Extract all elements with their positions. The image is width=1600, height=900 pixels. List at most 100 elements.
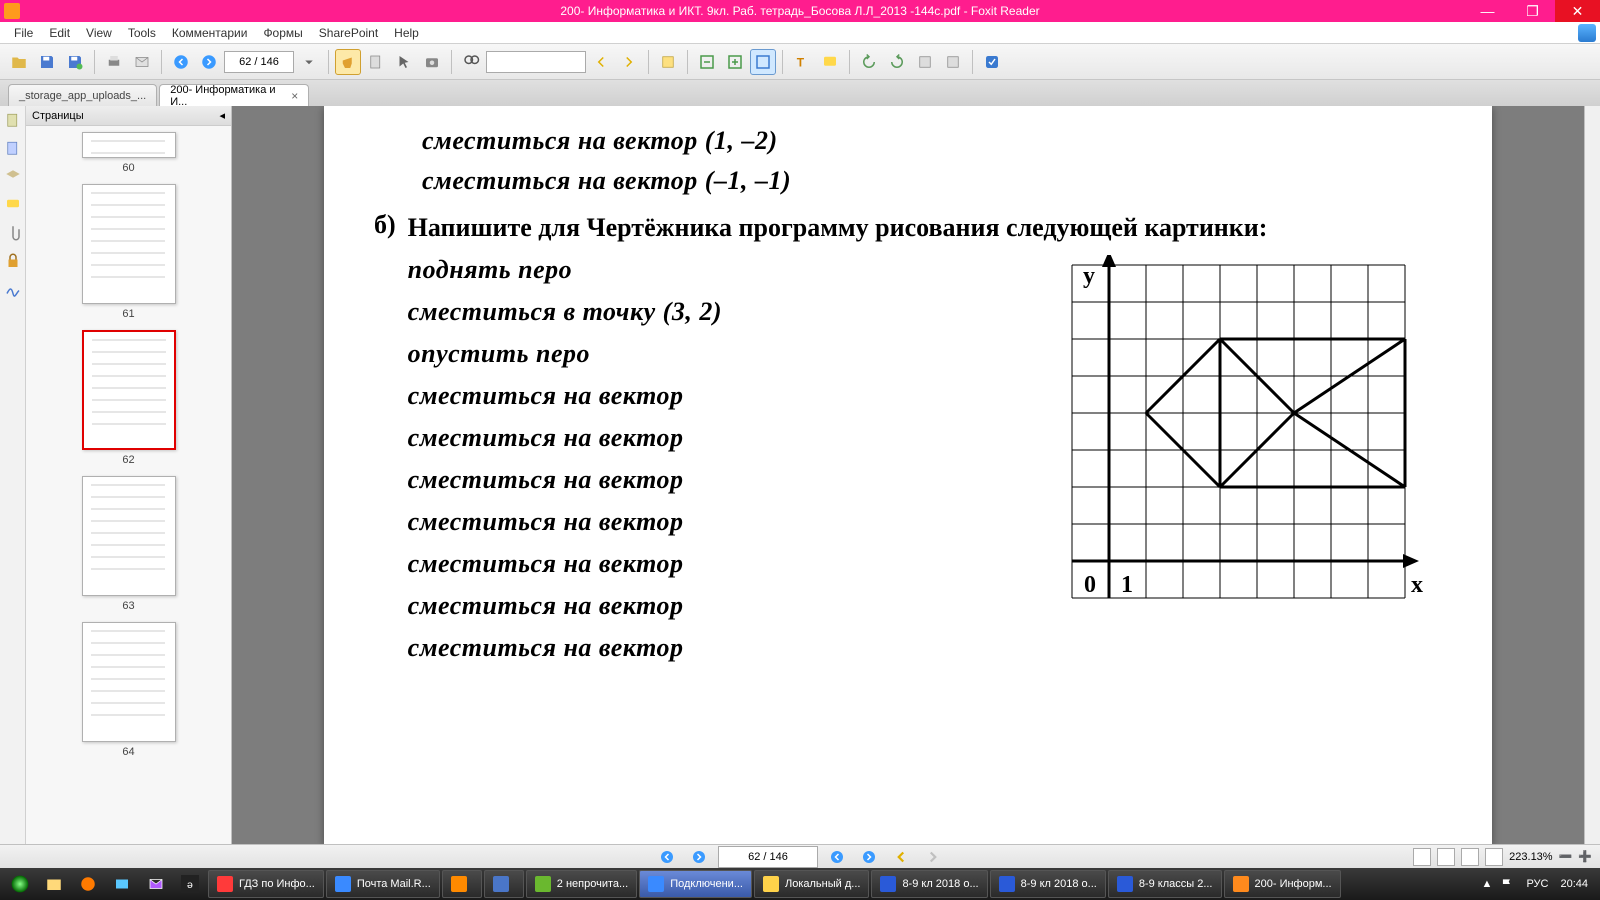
find-button[interactable] bbox=[458, 49, 484, 75]
thumbnail-page[interactable] bbox=[82, 330, 176, 450]
menu-edit[interactable]: Edit bbox=[41, 24, 78, 42]
status-first-button[interactable] bbox=[654, 844, 680, 870]
help-icon[interactable] bbox=[1578, 24, 1596, 42]
maximize-button[interactable]: ❐ bbox=[1510, 0, 1555, 22]
svg-text:ə: ə bbox=[187, 879, 193, 891]
status-next-button[interactable] bbox=[824, 844, 850, 870]
open-button[interactable] bbox=[6, 49, 32, 75]
minimize-button[interactable]: — bbox=[1465, 0, 1510, 22]
tab-current-doc[interactable]: 200- Информатика и И... × bbox=[159, 84, 309, 106]
save-button[interactable] bbox=[34, 49, 60, 75]
typewriter-button[interactable]: T bbox=[789, 49, 815, 75]
annotate-button[interactable] bbox=[655, 49, 681, 75]
tab-storage[interactable]: _storage_app_uploads_... bbox=[8, 84, 157, 106]
save-as-button[interactable] bbox=[62, 49, 88, 75]
rotate-left-button[interactable] bbox=[856, 49, 882, 75]
search-input[interactable] bbox=[486, 51, 586, 73]
menu-sharepoint[interactable]: SharePoint bbox=[311, 24, 386, 42]
network-icon[interactable] bbox=[106, 870, 138, 898]
pages-icon[interactable] bbox=[4, 140, 22, 158]
bookmarks-icon[interactable] bbox=[4, 112, 22, 130]
page-dropdown-button[interactable] bbox=[296, 49, 322, 75]
email-button[interactable] bbox=[129, 49, 155, 75]
document-view[interactable]: сместиться на вектор (1, –2) сместиться … bbox=[232, 106, 1584, 844]
vertical-scrollbar[interactable] bbox=[1584, 106, 1600, 844]
taskbar-app[interactable]: 8-9 кл 2018 о... bbox=[871, 870, 987, 898]
collapse-icon[interactable]: ◂ bbox=[219, 109, 225, 122]
prev-page-button[interactable] bbox=[168, 49, 194, 75]
view-cont-button[interactable] bbox=[1437, 848, 1455, 866]
print-button[interactable] bbox=[101, 49, 127, 75]
taskbar-app[interactable]: 8-9 классы 2... bbox=[1108, 870, 1222, 898]
taskbar-app[interactable] bbox=[484, 870, 524, 898]
taskbar-app[interactable]: 8-9 кл 2018 о... bbox=[990, 870, 1106, 898]
page-number-input[interactable] bbox=[224, 51, 294, 73]
find-prev-button[interactable] bbox=[588, 49, 614, 75]
fit-width-button[interactable] bbox=[750, 49, 776, 75]
select-tool-button[interactable] bbox=[391, 49, 417, 75]
insert2-button[interactable] bbox=[940, 49, 966, 75]
menu-comments[interactable]: Комментарии bbox=[164, 24, 256, 42]
browser-icon[interactable] bbox=[72, 870, 104, 898]
taskbar-app[interactable]: ГДЗ по Инфо... bbox=[208, 870, 324, 898]
status-last-button[interactable] bbox=[856, 844, 882, 870]
zoom-out-button[interactable] bbox=[694, 49, 720, 75]
status-forward-button[interactable] bbox=[920, 844, 946, 870]
menu-tools[interactable]: Tools bbox=[120, 24, 164, 42]
next-page-button[interactable] bbox=[196, 49, 222, 75]
taskbar-app[interactable] bbox=[442, 870, 482, 898]
thumbnail-page[interactable] bbox=[82, 622, 176, 742]
security-icon[interactable] bbox=[4, 252, 22, 270]
clock[interactable]: 20:44 bbox=[1560, 878, 1588, 890]
explorer-icon[interactable] bbox=[38, 870, 70, 898]
thumbnails-list[interactable]: 6061626364 bbox=[26, 126, 231, 844]
share-button[interactable] bbox=[979, 49, 1005, 75]
zoom-out-icon[interactable]: ➖ bbox=[1559, 850, 1573, 863]
taskbar-app[interactable]: 200- Информ... bbox=[1224, 870, 1341, 898]
thumbnail-page[interactable] bbox=[82, 476, 176, 596]
start-button[interactable] bbox=[4, 870, 36, 898]
music-icon[interactable]: ə bbox=[174, 870, 206, 898]
taskbar-app[interactable]: 2 непрочита... bbox=[526, 870, 637, 898]
zoom-in-icon[interactable]: ➕ bbox=[1578, 850, 1592, 863]
view-facing-button[interactable] bbox=[1461, 848, 1479, 866]
comments-icon[interactable] bbox=[4, 196, 22, 214]
tray-up-icon[interactable]: ▲ bbox=[1482, 878, 1493, 890]
status-page-input[interactable] bbox=[718, 846, 818, 868]
taskbar-app[interactable]: Подключени... bbox=[639, 870, 752, 898]
thumbnail-page[interactable] bbox=[82, 132, 176, 158]
thumbs-title: Страницы bbox=[32, 110, 84, 122]
doc-command-line: сместиться на вектор bbox=[408, 465, 1032, 495]
note-button[interactable] bbox=[817, 49, 843, 75]
statusbar: 223.13% ➖ ➕ bbox=[0, 844, 1600, 868]
hand-tool-button[interactable] bbox=[335, 49, 361, 75]
menu-help[interactable]: Help bbox=[386, 24, 427, 42]
menu-file[interactable]: File bbox=[6, 24, 41, 42]
select-text-button[interactable] bbox=[363, 49, 389, 75]
menu-forms[interactable]: Формы bbox=[255, 24, 310, 42]
tab-close-icon[interactable]: × bbox=[291, 89, 298, 103]
close-button[interactable]: ✕ bbox=[1555, 0, 1600, 22]
zoom-in-button[interactable] bbox=[722, 49, 748, 75]
left-tool-strip bbox=[0, 106, 26, 844]
taskbar-app[interactable]: Локальный д... bbox=[754, 870, 869, 898]
flag-icon[interactable] bbox=[1500, 877, 1514, 891]
attachments-icon[interactable] bbox=[4, 224, 22, 242]
status-back-button[interactable] bbox=[888, 844, 914, 870]
view-cont-facing-button[interactable] bbox=[1485, 848, 1503, 866]
document-tabs: _storage_app_uploads_... 200- Информатик… bbox=[0, 80, 1600, 106]
menu-view[interactable]: View bbox=[78, 24, 120, 42]
status-prev-button[interactable] bbox=[686, 844, 712, 870]
find-next-button[interactable] bbox=[616, 49, 642, 75]
rotate-right-button[interactable] bbox=[884, 49, 910, 75]
signatures-icon[interactable] bbox=[4, 280, 22, 298]
commands-column: поднять перосместиться в точку (3, 2)опу… bbox=[408, 255, 1032, 675]
layers-icon[interactable] bbox=[4, 168, 22, 186]
snapshot-button[interactable] bbox=[419, 49, 445, 75]
mail-icon[interactable] bbox=[140, 870, 172, 898]
language-indicator[interactable]: РУС bbox=[1522, 876, 1552, 892]
insert-button[interactable] bbox=[912, 49, 938, 75]
view-single-button[interactable] bbox=[1413, 848, 1431, 866]
taskbar-app[interactable]: Почта Mail.R... bbox=[326, 870, 440, 898]
thumbnail-page[interactable] bbox=[82, 184, 176, 304]
